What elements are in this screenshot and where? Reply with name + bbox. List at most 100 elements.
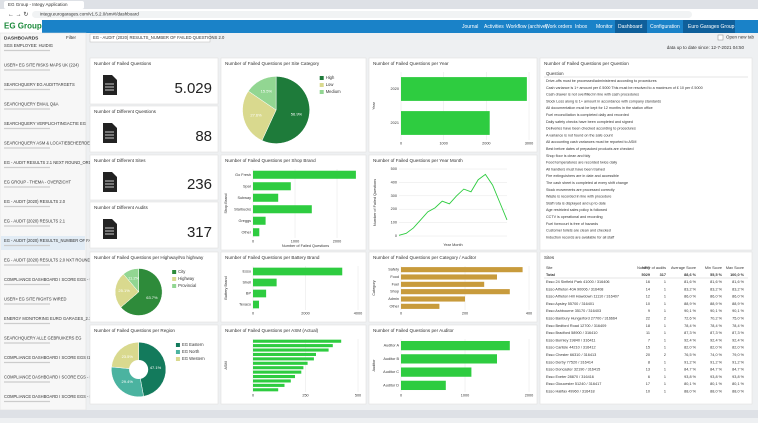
sidebar-item[interactable]: SEARCHQUERY ALLE GEBRUIKERS EG xyxy=(4,336,81,341)
nav-item[interactable]: Journal xyxy=(462,24,478,30)
bar xyxy=(253,344,333,348)
panel-title: Number of Failed Questions per Site Cate… xyxy=(225,61,320,66)
bar xyxy=(401,380,446,391)
slice-label: 27.6% xyxy=(250,113,262,118)
table-cell: 83,2 % xyxy=(732,287,744,291)
sidebar-item[interactable]: SEARCHQUERY ASM & LOCATIEBEHEERDER xyxy=(4,141,93,146)
table-cell: 1 xyxy=(664,302,666,306)
table-cell: 86,0 % xyxy=(684,295,696,299)
legend-label: EG North xyxy=(182,349,200,354)
y-tick-label: Subway xyxy=(237,196,251,200)
y-tick-label: Auditor D xyxy=(383,383,399,387)
sidebar-filter[interactable]: Filter xyxy=(66,35,77,40)
nav-item[interactable]: Dashboard xyxy=(618,24,643,30)
legend-swatch xyxy=(319,76,324,80)
table-cell: 83,2 % xyxy=(684,287,696,291)
table-cell: 92,4 % xyxy=(684,338,696,342)
chart-panel xyxy=(220,251,367,323)
table-cell: Esso Chester 66310 / 316413 xyxy=(546,353,596,357)
legend-label: EG Western xyxy=(182,356,205,361)
org-box[interactable] xyxy=(683,20,735,33)
y-tick-label: Food xyxy=(390,275,399,279)
sidebar-item[interactable]: EG GROUP - THEMA - OVERZICHT xyxy=(4,180,71,185)
nav-item[interactable]: Activities xyxy=(484,24,504,30)
y-tick-label: 2021 xyxy=(391,121,399,125)
legend-label: Low xyxy=(326,82,335,87)
sidebar-item[interactable]: COMPLIANCE DASHBOARD I SCORE EGS - UK xyxy=(4,277,95,282)
nav-item[interactable]: Monitor xyxy=(596,24,613,30)
x-tick-label: 1000 xyxy=(291,240,299,244)
table-cell: 1 xyxy=(664,375,666,379)
x-tick-label: 2000 xyxy=(482,142,490,146)
bar xyxy=(253,383,285,387)
status-bar xyxy=(0,410,758,418)
table-cell: 92,4 % xyxy=(710,338,722,342)
chart-panel xyxy=(368,154,538,251)
table-header: Question xyxy=(546,71,564,76)
y-tick-label: 200 xyxy=(391,207,397,211)
sidebar-item[interactable]: EG - AUDIT (2020) RESULTS_NUMBER OF FAIL… xyxy=(4,238,133,243)
table-cell: Waste is recorded in line with procedure xyxy=(546,195,611,199)
bar xyxy=(401,354,497,364)
y-tick-label: Esso xyxy=(243,270,251,274)
table-cell: Cash drawer is not overfilled in line wi… xyxy=(546,93,639,97)
table-cell: Esso Alfreton Hill Hawdown 11110 / 31640… xyxy=(546,295,619,299)
table-cell: 93,8 % xyxy=(732,375,744,379)
table-cell: 22 xyxy=(646,317,650,321)
bar xyxy=(253,300,260,309)
sidebar-item[interactable]: COMPLIANCE DASHBOARD I SCORE EGS - BE xyxy=(4,375,95,380)
sidebar-item[interactable]: SEARCHQUERY EG AUDITTARGETS xyxy=(4,82,75,87)
nav-item[interactable]: Workflow (archive) xyxy=(506,24,548,30)
sidebar-item[interactable]: EG - AUDIT (2020) RESULTS 2.0 xyxy=(4,199,66,204)
pie-slice xyxy=(120,268,163,316)
y-tick-label: Auditor A xyxy=(384,344,400,348)
tab[interactable] xyxy=(4,1,84,9)
sidebar-item[interactable]: ENERGY MONITORING EURO GARAGES_2.1.1 xyxy=(4,316,95,321)
nav-item[interactable]: Configuration xyxy=(650,24,680,30)
checkbox[interactable] xyxy=(717,34,724,41)
sidebar-item[interactable]: EG - AUDIT (2020) RESULTS 2.0 NXT ROUND xyxy=(4,258,90,263)
table-cell: Stock Loss along is 1+ amount in accorda… xyxy=(546,99,661,103)
sidebar-item[interactable]: COMPLIANCE DASHBOARD I SCORE EGS - NL xyxy=(4,394,95,399)
table-cell: 80,1 % xyxy=(710,382,722,386)
nav-item[interactable]: Inbox xyxy=(575,24,588,30)
x-tick-label: 250 xyxy=(302,394,308,398)
doc-lines xyxy=(105,227,114,235)
filter-chip[interactable] xyxy=(89,33,211,43)
sidebar-item[interactable]: USER> EG SITE RISKS MAPS UK (224) xyxy=(4,63,79,68)
panel-title: Number of Failed Questions per Shop Bran… xyxy=(225,158,316,163)
pie-slice xyxy=(123,268,139,293)
sidebar-item[interactable]: SEARCHQUERY VERPLICHTINGACTIE EG xyxy=(4,121,86,126)
panel-title: Number of Failed Questions per Highway/N… xyxy=(94,255,204,260)
table-cell: 1 xyxy=(664,382,666,386)
kpi-value: 317 xyxy=(187,224,212,241)
sidebar-item[interactable]: SEARCHQUERY EMAIL Q&A xyxy=(4,102,59,107)
doc-lines xyxy=(105,83,114,91)
sidebar-item[interactable]: EG - AUDIT (2020) RESULTS 2.1 xyxy=(4,219,66,224)
bar xyxy=(401,296,465,302)
y-tick-label: Go Fresh xyxy=(235,173,251,177)
sidebar-item[interactable]: EG - AUDIT RESULTS 2.1 NEXT ROUND_ORDERS xyxy=(4,160,100,165)
panel-title: Number of Failed Questions per Region xyxy=(94,328,175,333)
table-cell: 92,4 % xyxy=(732,338,744,342)
url-field[interactable] xyxy=(32,11,692,18)
sidebar-item[interactable]: SGS EMPLOYEE: HUIDIG xyxy=(4,43,53,48)
sidebar-heading: DASHBOARDS xyxy=(4,35,39,41)
y-tick-label: Texaco xyxy=(239,303,251,307)
table-cell: Fuel forecourt is free of hazards xyxy=(546,222,598,226)
bar xyxy=(253,357,314,361)
x-tick-label: 4000 xyxy=(354,312,362,316)
table-header: Site xyxy=(546,266,553,270)
bar xyxy=(253,366,304,370)
table-cell: 83,2 % xyxy=(710,287,722,291)
table-cell: 84,7 % xyxy=(710,368,722,372)
sidebar-item[interactable]: COMPLIANCE DASHBOARD I SCORE EGS I1 UK xyxy=(4,355,98,360)
sidebar-item[interactable]: USER> EG SITE RIGHTS WIRED xyxy=(4,297,66,302)
nav-buttons[interactable]: ← → ↻ xyxy=(8,11,28,18)
bar xyxy=(253,379,291,383)
table-cell: 13 xyxy=(646,368,650,372)
nav-item[interactable]: Work orders xyxy=(545,24,573,30)
table-cell: 86,0 % xyxy=(710,295,722,299)
kpi-value: 5.029 xyxy=(174,80,212,97)
